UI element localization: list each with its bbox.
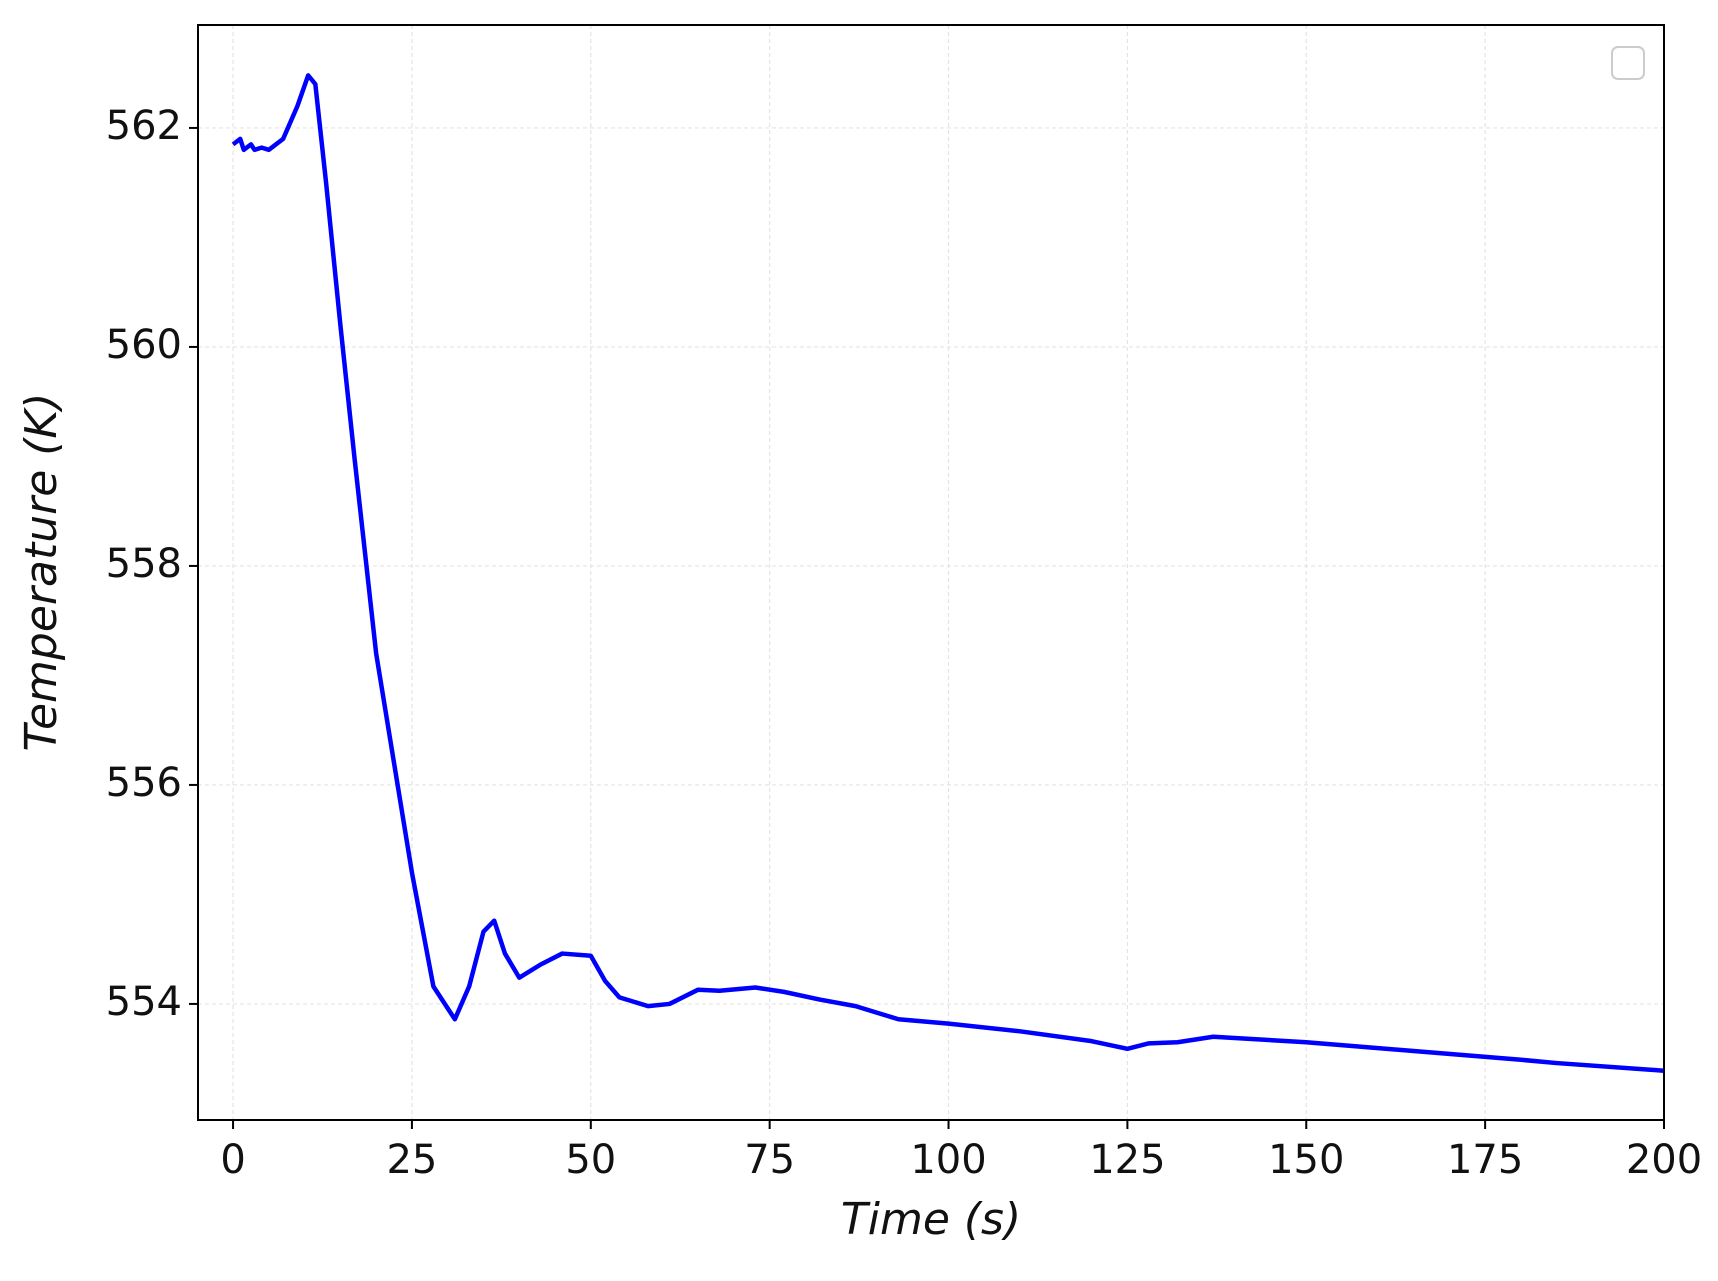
x-tick-label: 125 xyxy=(1089,1137,1165,1183)
x-tick-label: 25 xyxy=(386,1137,437,1183)
x-tick-label: 200 xyxy=(1626,1137,1702,1183)
x-tick-label: 75 xyxy=(744,1137,795,1183)
y-tick-label: 554 xyxy=(106,979,182,1025)
x-tick-label: 150 xyxy=(1268,1137,1344,1183)
legend-box xyxy=(1611,46,1645,80)
y-tick-label: 562 xyxy=(106,103,182,149)
y-tick-label: 556 xyxy=(106,760,182,806)
y-tick-label: 558 xyxy=(106,541,182,587)
x-tick-label: 100 xyxy=(910,1137,986,1183)
x-axis-label: Time (s) xyxy=(841,1194,1021,1245)
y-axis-label: Temperature (K) xyxy=(16,393,67,752)
x-tick-label: 50 xyxy=(565,1137,616,1183)
data-line xyxy=(231,73,1665,1073)
y-tick-label: 560 xyxy=(106,322,182,368)
plot-frame xyxy=(197,24,1665,1121)
x-tick-label: 175 xyxy=(1447,1137,1523,1183)
x-tick-label: 0 xyxy=(220,1137,245,1183)
